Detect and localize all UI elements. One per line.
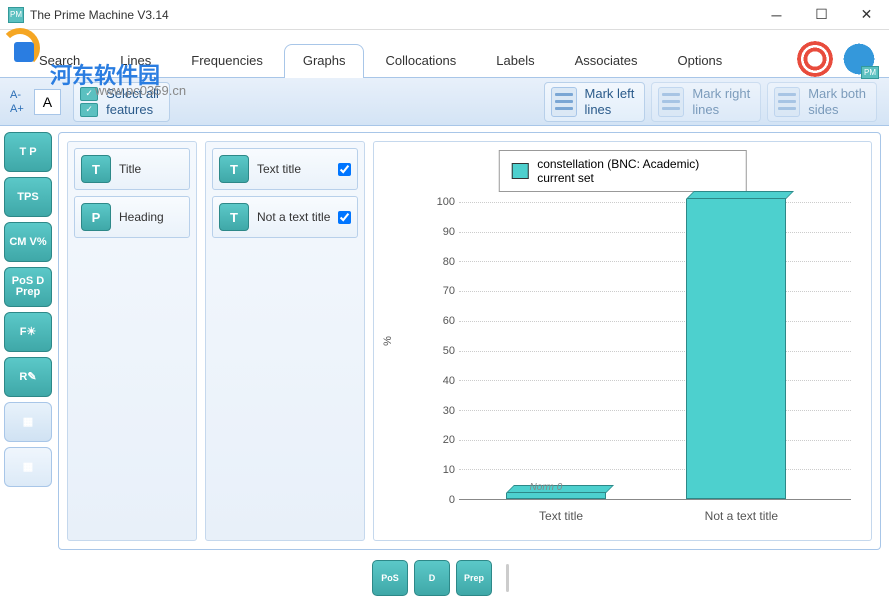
rail-tp-button[interactable]: T P	[4, 132, 52, 172]
font-decrease-button[interactable]: A-	[6, 88, 28, 102]
y-axis-label: %	[382, 336, 394, 346]
rail-cm-button[interactable]: CM V%	[4, 222, 52, 262]
font-increase-button[interactable]: A+	[6, 102, 28, 116]
bottom-d-button[interactable]: D	[414, 560, 450, 596]
y-tick: 30	[443, 405, 455, 417]
bottom-toolbar: PoS D Prep	[0, 556, 889, 600]
rail-tps-button[interactable]: TPS	[4, 177, 52, 217]
y-tick: 10	[443, 464, 455, 476]
y-tick: 100	[437, 196, 455, 208]
left-rail: T P TPS CM V% PoS D Prep F☀ R✎ ▦ ▦	[0, 126, 58, 556]
tab-frequencies[interactable]: Frequencies	[172, 44, 282, 78]
y-tick: 90	[443, 226, 455, 238]
font-sample: A	[34, 89, 61, 115]
bottom-prep-button[interactable]: Prep	[456, 560, 492, 596]
y-tick: 50	[443, 345, 455, 357]
mark-right-lines-button: Mark rightlines	[651, 82, 761, 122]
chart-area: constellation (BNC: Academic) current se…	[373, 141, 872, 541]
lines-icon	[774, 87, 800, 117]
rail-f-button[interactable]: F☀	[4, 312, 52, 352]
mark-both-sides-button: Mark bothsides	[767, 82, 877, 122]
content-panel: T Title P Heading T Text title T Not a t…	[58, 132, 881, 550]
rail-r-button[interactable]: R✎	[4, 357, 52, 397]
maximize-button[interactable]: ☐	[799, 0, 844, 30]
not-text-title-item[interactable]: T Not a text title	[212, 196, 358, 238]
legend-text: constellation (BNC: Academic) current se…	[537, 157, 734, 185]
bottom-pos-button[interactable]: PoS	[372, 560, 408, 596]
y-tick: 20	[443, 434, 455, 446]
lines-icon	[658, 87, 684, 117]
y-tick: 0	[449, 494, 455, 506]
y-tick: 40	[443, 375, 455, 387]
tab-collocations[interactable]: Collocations	[366, 44, 475, 78]
rail-table2-button[interactable]: ▦	[4, 447, 52, 487]
y-tick: 60	[443, 315, 455, 327]
rail-pos-button[interactable]: PoS D Prep	[4, 267, 52, 307]
lines-icon	[551, 87, 577, 117]
feature-toolbar: A- A+ A ✓✓ Select allfeatures Mark leftl…	[0, 78, 889, 126]
y-tick: 80	[443, 256, 455, 268]
x-label: Text title	[506, 509, 616, 523]
tab-associates[interactable]: Associates	[556, 44, 657, 78]
web-icon[interactable]	[841, 41, 877, 77]
tab-lines[interactable]: Lines	[101, 44, 170, 78]
heading-icon: P	[81, 203, 111, 231]
rail-table1-button[interactable]: ▦	[4, 402, 52, 442]
mark-left-lines-button[interactable]: Mark leftlines	[544, 82, 646, 122]
minimize-button[interactable]: ─	[754, 0, 799, 30]
norm-label: Norm 0	[530, 482, 563, 493]
legend-swatch	[511, 163, 529, 179]
category-column: T Title P Heading	[67, 141, 197, 541]
close-button[interactable]: ✕	[844, 0, 889, 30]
text-title-icon: T	[219, 155, 249, 183]
title-icon: T	[81, 155, 111, 183]
window-title: The Prime Machine V3.14	[30, 8, 754, 22]
not-text-title-icon: T	[219, 203, 249, 231]
tab-search[interactable]: Search	[20, 44, 99, 78]
tab-labels[interactable]: Labels	[477, 44, 553, 78]
tab-graphs[interactable]: Graphs	[284, 44, 365, 78]
tab-options[interactable]: Options	[658, 44, 741, 78]
x-label: Not a text title	[686, 509, 796, 523]
help-icon[interactable]	[797, 41, 833, 77]
chart-legend: constellation (BNC: Academic) current se…	[498, 150, 747, 192]
select-all-features-button[interactable]: ✓✓ Select allfeatures	[73, 82, 170, 122]
y-tick: 70	[443, 285, 455, 297]
text-title-item[interactable]: T Text title	[212, 148, 358, 190]
heading-item[interactable]: P Heading	[74, 196, 190, 238]
separator	[506, 564, 509, 592]
text-title-checkbox[interactable]	[338, 163, 351, 176]
app-icon: PM	[8, 7, 24, 23]
main-tabs: Search Lines Frequencies Graphs Collocat…	[0, 30, 889, 78]
title-item[interactable]: T Title	[74, 148, 190, 190]
chart-bar	[686, 191, 786, 499]
feature-column: T Text title T Not a text title	[205, 141, 365, 541]
not-text-title-checkbox[interactable]	[338, 211, 351, 224]
